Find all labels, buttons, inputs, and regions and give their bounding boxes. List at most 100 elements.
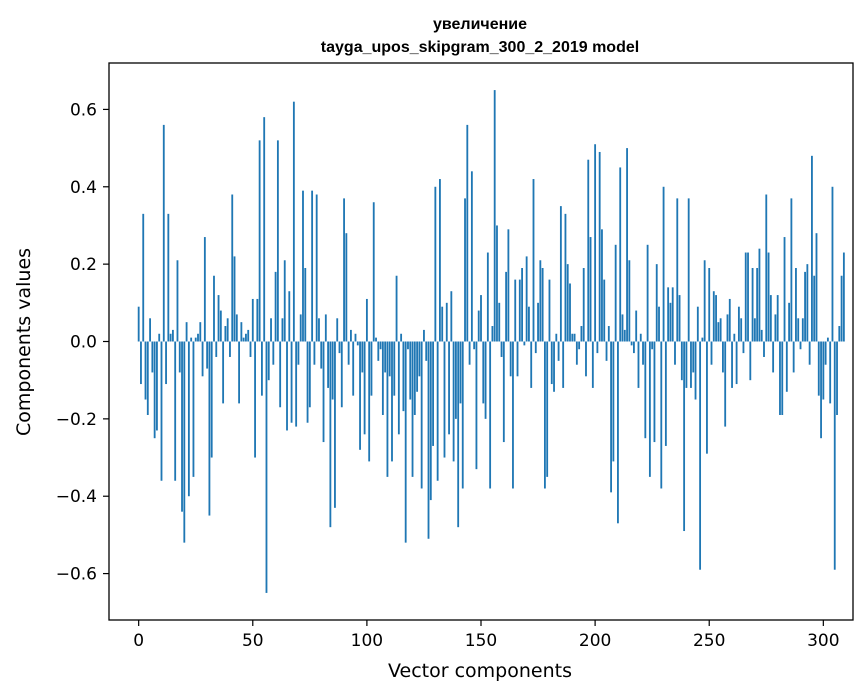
bar	[231, 194, 234, 342]
bar	[790, 198, 793, 342]
bar	[340, 341, 343, 408]
bar	[261, 341, 263, 396]
bar	[283, 260, 286, 342]
bar	[274, 271, 277, 342]
bar	[491, 326, 494, 342]
bar	[842, 252, 845, 342]
bar	[156, 341, 158, 431]
bar	[235, 314, 238, 342]
bar	[523, 341, 526, 346]
bar	[292, 101, 295, 342]
bar	[617, 341, 619, 524]
bar	[140, 341, 142, 385]
bar	[671, 287, 674, 342]
bar	[694, 341, 697, 400]
bar	[334, 341, 336, 508]
bar	[404, 341, 407, 543]
bar	[696, 306, 699, 342]
bar	[719, 318, 722, 342]
bar	[509, 341, 512, 377]
bar	[824, 341, 827, 365]
bar	[669, 302, 672, 342]
bar	[683, 341, 686, 532]
bar	[605, 341, 608, 361]
bar	[596, 341, 599, 354]
bar	[206, 341, 209, 369]
bar	[525, 256, 528, 342]
bar	[391, 341, 393, 462]
bar	[603, 279, 606, 342]
bar	[550, 341, 553, 385]
bar	[783, 237, 786, 342]
bar	[808, 341, 811, 365]
bar	[142, 213, 145, 342]
bar	[295, 341, 298, 427]
bar	[222, 341, 225, 404]
bar	[208, 341, 211, 516]
x-tick-label: 250	[693, 631, 725, 651]
bars-group	[137, 90, 845, 593]
bar	[559, 206, 562, 342]
bar	[516, 341, 519, 377]
x-tick-label: 150	[465, 631, 497, 651]
bar	[256, 298, 259, 342]
bar	[733, 333, 736, 342]
bar	[320, 341, 323, 369]
bar	[530, 341, 533, 388]
bar	[571, 333, 574, 342]
bar	[566, 264, 569, 342]
bar	[475, 341, 478, 470]
bar	[185, 322, 188, 342]
bar	[712, 291, 715, 342]
bar	[660, 341, 663, 489]
bar	[413, 341, 416, 415]
bar	[445, 302, 448, 342]
bar	[258, 140, 261, 342]
bar	[831, 186, 834, 342]
bar	[829, 341, 832, 404]
bar	[153, 341, 156, 439]
bar	[448, 341, 450, 435]
bar	[496, 225, 498, 342]
bar	[662, 186, 665, 342]
bar	[667, 287, 670, 342]
bar	[464, 198, 466, 342]
bar	[395, 275, 398, 342]
bar	[372, 202, 375, 342]
bar	[489, 341, 492, 489]
bar	[692, 341, 695, 373]
bar	[539, 260, 542, 342]
bar	[534, 341, 537, 354]
bar	[731, 341, 733, 388]
bar	[386, 341, 389, 477]
bar	[336, 318, 339, 342]
bar	[242, 337, 245, 342]
bar	[537, 302, 539, 342]
bar	[354, 333, 357, 342]
bar	[801, 318, 804, 342]
bar	[381, 341, 384, 415]
bar	[411, 341, 414, 477]
bar	[817, 341, 820, 396]
bar	[811, 155, 813, 342]
bar	[251, 298, 254, 342]
bar	[756, 268, 759, 342]
bar	[304, 268, 307, 342]
bar	[724, 341, 727, 427]
bar	[664, 341, 667, 446]
bar	[213, 275, 215, 342]
bar	[427, 341, 430, 539]
bar	[347, 341, 350, 365]
bar	[484, 341, 487, 419]
bar	[646, 244, 649, 342]
bar	[806, 264, 809, 342]
bar	[149, 318, 151, 342]
bar	[229, 341, 231, 357]
bar	[687, 198, 690, 342]
bar	[267, 341, 270, 381]
bar	[518, 279, 521, 342]
bar	[473, 341, 476, 350]
bar	[594, 144, 597, 342]
bar	[512, 341, 514, 489]
bar	[648, 341, 651, 477]
